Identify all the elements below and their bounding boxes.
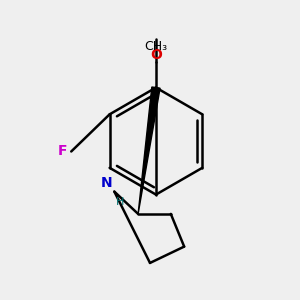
Text: F: F <box>58 145 68 158</box>
Polygon shape <box>138 87 160 214</box>
Text: H: H <box>116 197 124 207</box>
Text: O: O <box>150 48 162 62</box>
Text: CH₃: CH₃ <box>144 40 167 53</box>
Text: N: N <box>101 176 113 190</box>
